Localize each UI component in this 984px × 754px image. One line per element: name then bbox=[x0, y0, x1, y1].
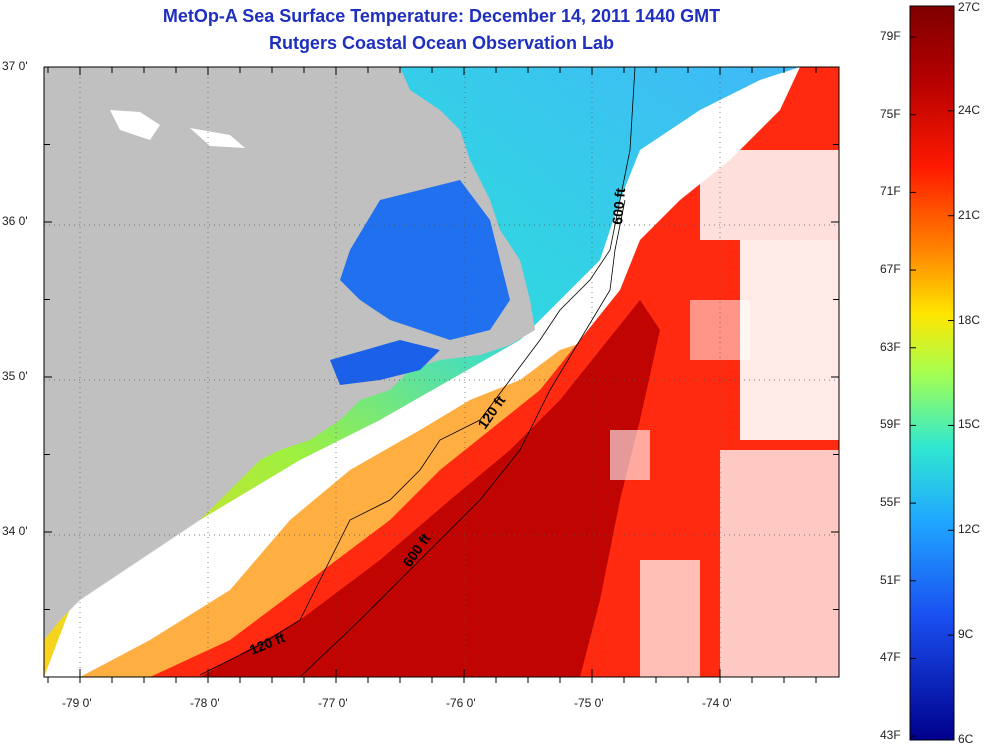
colorbar-c-label: 24C bbox=[958, 102, 981, 117]
colorbar-f-label: 79F bbox=[880, 29, 901, 44]
inland-sound bbox=[330, 340, 440, 385]
colorbar-c-label: 15C bbox=[958, 417, 981, 432]
colorbar-c-label: 27C bbox=[958, 0, 981, 14]
colorbar-f-label: 67F bbox=[880, 262, 901, 277]
colorbar-ticks bbox=[910, 5, 954, 741]
isobath-label: 600 ft bbox=[609, 187, 628, 225]
lake bbox=[110, 110, 160, 140]
longitude-label: -77 0' bbox=[318, 696, 348, 710]
colorbar-f-label: 55F bbox=[880, 495, 901, 510]
shelf-water bbox=[44, 67, 800, 677]
colorbar bbox=[909, 5, 955, 741]
longitude-label: -76 0' bbox=[446, 696, 476, 710]
colorbar-c-label: 6C bbox=[958, 732, 974, 746]
axis-ticks bbox=[44, 66, 839, 683]
gulf-stream bbox=[150, 67, 839, 677]
longitude-label: -75 0' bbox=[574, 696, 604, 710]
colorbar-f-label: 63F bbox=[880, 339, 901, 354]
colorbar-c-label: 9C bbox=[958, 627, 974, 642]
plot-frame bbox=[43, 66, 840, 678]
colorbar-c-label: 21C bbox=[958, 207, 981, 222]
colorbar-f-label: 43F bbox=[880, 728, 901, 743]
isobath-120ft-line bbox=[199, 67, 636, 676]
isobath-600ft-line bbox=[299, 199, 626, 677]
colorbar-f-label: 71F bbox=[880, 184, 901, 199]
colorbar-f-label: 59F bbox=[880, 417, 901, 432]
latitude-label: 37 0' bbox=[2, 59, 28, 73]
latitude-label: 34 0' bbox=[2, 524, 28, 538]
map-title: MetOp-A Sea Surface Temperature: Decembe… bbox=[162, 6, 721, 26]
grid-lines bbox=[44, 67, 839, 677]
colorbar-c-label: 18C bbox=[958, 312, 981, 327]
colorbar-f-label: 75F bbox=[880, 106, 901, 121]
colorbar-f-label: 47F bbox=[880, 650, 901, 665]
gulf-stream-core bbox=[200, 300, 660, 677]
longitude-label: -78 0' bbox=[190, 696, 220, 710]
map-subtitle: Rutgers Coastal Ocean Observation Lab bbox=[268, 33, 615, 53]
latitude-label: 35 0' bbox=[2, 369, 28, 383]
colorbar-f-label: 51F bbox=[880, 572, 901, 587]
lake bbox=[190, 128, 245, 148]
pamlico-sound bbox=[340, 180, 510, 340]
longitude-label: -79 0' bbox=[62, 696, 92, 710]
colorbar-c-label: 12C bbox=[958, 522, 981, 537]
latitude-label: 36 0' bbox=[2, 214, 28, 228]
longitude-label: -74 0' bbox=[702, 696, 732, 710]
